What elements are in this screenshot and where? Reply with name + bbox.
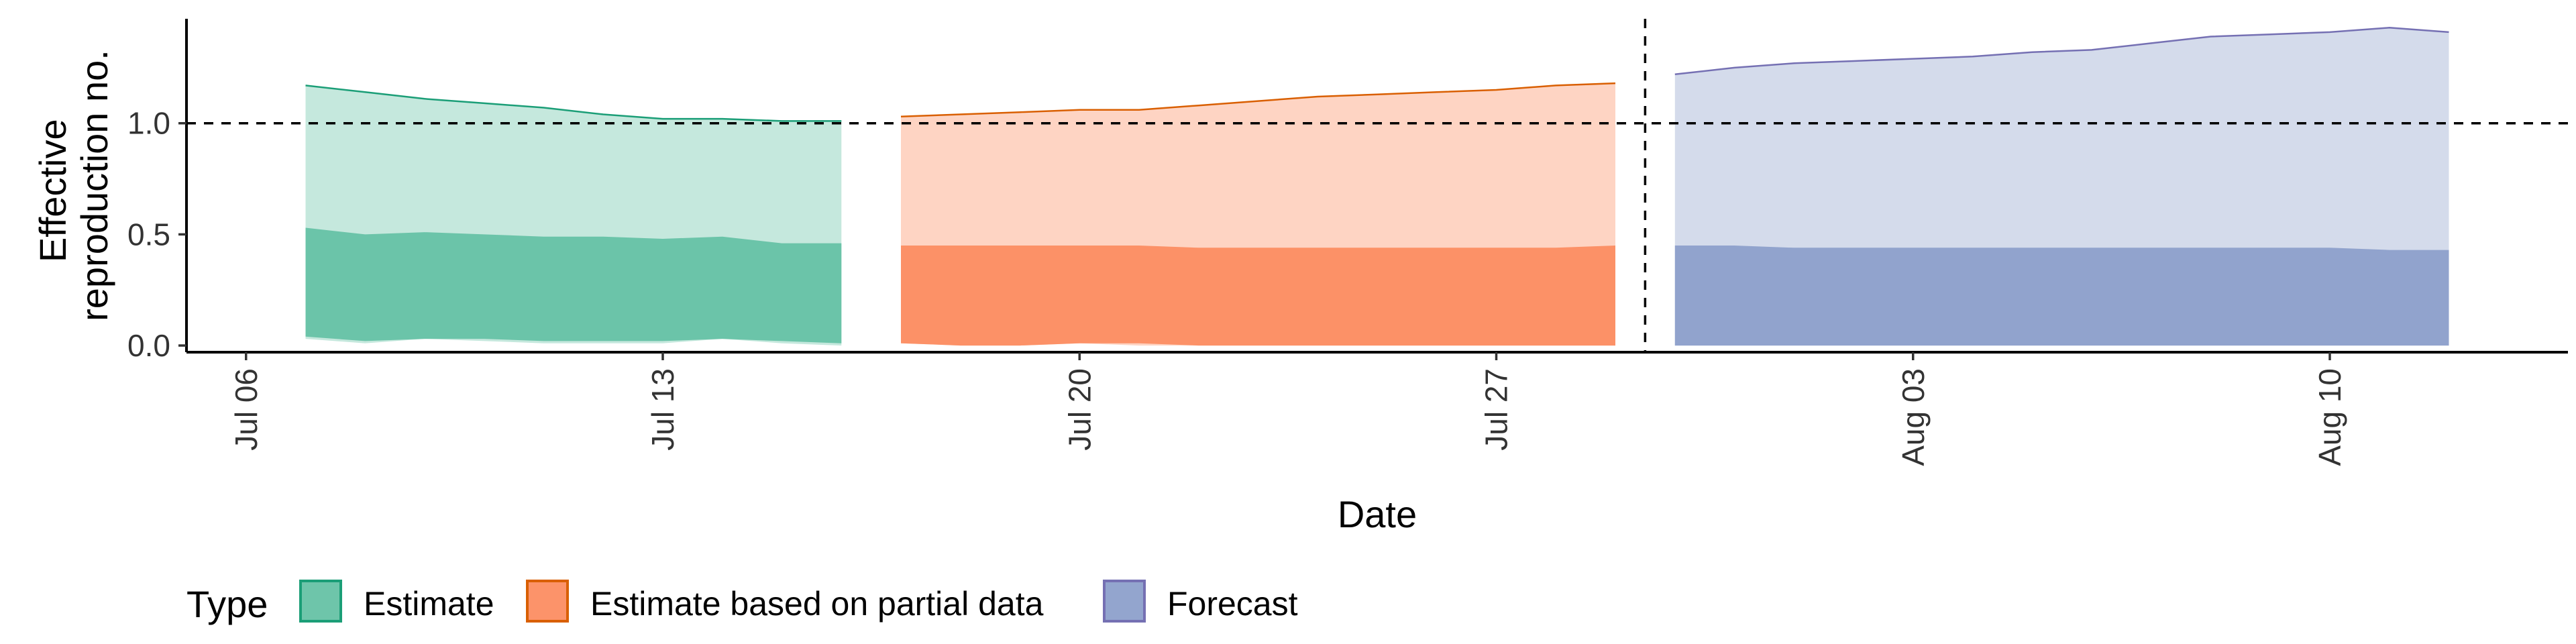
y-tick-label: 0.5 (127, 217, 170, 252)
estimate-inner-band (305, 227, 842, 343)
series-bands (305, 27, 2449, 346)
x-tick-label: Jul 27 (1479, 368, 1514, 451)
legend-label: Estimate based on partial data (590, 585, 1044, 623)
forecast-inner-band (1674, 246, 2449, 346)
legend-key-1 (526, 580, 569, 623)
legend-key-2 (1103, 580, 1146, 623)
forecast-upper-edge (1674, 27, 2449, 76)
y-tick-label: 1.0 (127, 106, 170, 141)
y-axis-title-line-1: Effective (32, 119, 74, 262)
partial-upper-edge (900, 82, 1616, 118)
y-axis-title: Effective reproduction no. (32, 50, 115, 321)
legend-label: Estimate (364, 585, 494, 623)
x-axis-ticks: Jul 06 Jul 13 Jul 20 Jul 27 Aug 03 Aug 10 (229, 352, 2347, 466)
x-tick-label: Jul 06 (229, 368, 264, 451)
x-tick-label: Jul 20 (1062, 368, 1097, 451)
x-tick-label: Aug 03 (1896, 368, 1931, 466)
x-axis-title: Date (1338, 493, 1417, 535)
x-tick-label: Jul 13 (645, 368, 680, 451)
y-tick-label: 0.0 (127, 328, 170, 363)
estimate-upper-edge (305, 85, 842, 122)
legend-title: Type (186, 583, 268, 625)
legend: Type Estimate Estimate based on partial d… (186, 580, 1298, 625)
y-axis-title-line-2: reproduction no. (73, 50, 115, 321)
legend-label: Forecast (1167, 585, 1298, 623)
legend-key-0 (299, 580, 342, 623)
x-tick-label: Aug 10 (2312, 368, 2347, 466)
partial-inner-band (901, 246, 1615, 346)
y-axis-ticks: 0.0 0.5 1.0 (127, 106, 186, 363)
